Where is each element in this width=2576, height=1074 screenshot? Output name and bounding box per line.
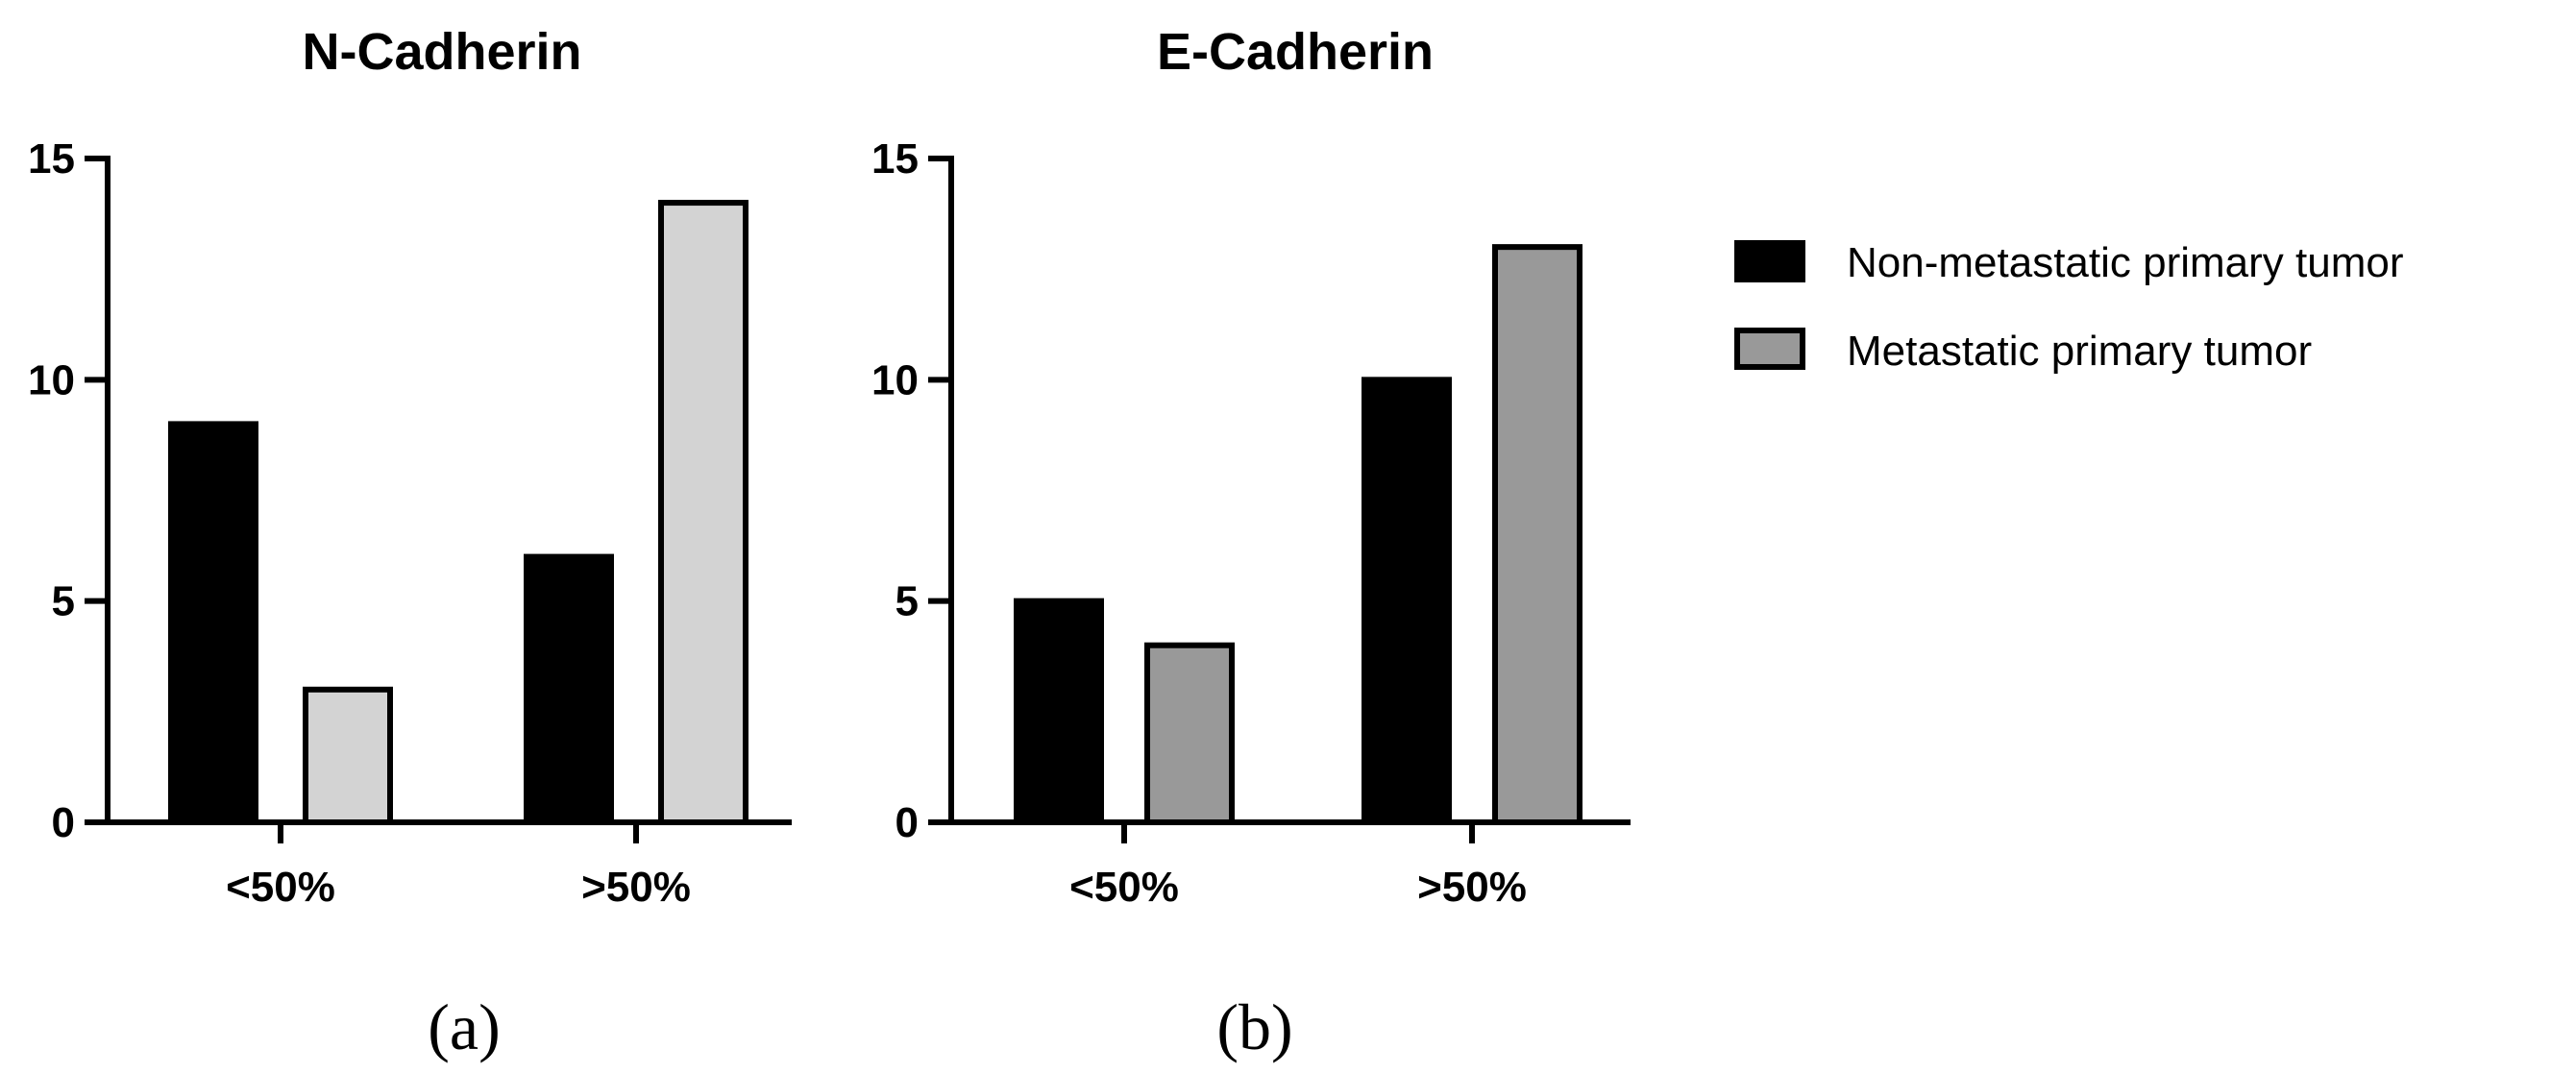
- chart-title: E-Cadherin: [1157, 23, 1434, 81]
- y-tick-label: 15: [871, 135, 919, 183]
- chart-e-cadherin: E-Cadherin 0 5 10 15 <50% >50% (b): [871, 23, 1631, 1063]
- panel-label: (b): [1216, 990, 1292, 1063]
- x-tick-label: <50%: [1069, 864, 1179, 911]
- legend-label-non-metastatic: Non-metastatic primary tumor: [1847, 239, 2403, 286]
- axes: [948, 156, 1631, 843]
- y-axis-ticks: 0 5 10 15: [28, 135, 108, 846]
- legend-label-metastatic: Metastatic primary tumor: [1847, 328, 2312, 375]
- y-tick-label: 0: [895, 799, 919, 846]
- bar-metastatic-lt50: [1144, 642, 1235, 825]
- y-tick-label: 10: [871, 356, 919, 403]
- y-tick-label: 5: [52, 578, 75, 625]
- y-tick-label: 0: [52, 799, 75, 846]
- x-tick-label: <50%: [226, 864, 335, 911]
- y-tick-label: 15: [28, 135, 75, 183]
- category-labels: <50% >50%: [1069, 864, 1527, 911]
- bar-non-metastatic-gt50: [1362, 377, 1452, 825]
- category-labels: <50% >50%: [226, 864, 691, 911]
- chart-n-cadherin: N-Cadherin 0 5 10 15 <50% >50% (a): [28, 23, 792, 1063]
- legend: Non-metastatic primary tumor Metastatic …: [1734, 239, 2403, 375]
- y-tick-label: 10: [28, 356, 75, 403]
- x-tick-label: >50%: [1417, 864, 1527, 911]
- y-axis-ticks: 0 5 10 15: [871, 135, 951, 846]
- y-tick-label: 5: [895, 578, 919, 625]
- bars: [168, 200, 748, 826]
- x-tick-label: >50%: [581, 864, 691, 911]
- chart-title: N-Cadherin: [302, 23, 581, 81]
- bar-non-metastatic-gt50: [524, 553, 614, 825]
- bar-non-metastatic-lt50: [168, 421, 258, 825]
- bar-non-metastatic-lt50: [1014, 598, 1104, 826]
- legend-swatch-non-metastatic: [1734, 240, 1805, 282]
- bars: [1014, 244, 1582, 826]
- legend-swatch-metastatic: [1734, 328, 1805, 370]
- bar-metastatic-gt50: [658, 200, 748, 826]
- panel-label: (a): [428, 990, 500, 1063]
- axes: [105, 156, 792, 843]
- bar-metastatic-gt50: [1492, 244, 1582, 825]
- bar-metastatic-lt50: [303, 686, 393, 825]
